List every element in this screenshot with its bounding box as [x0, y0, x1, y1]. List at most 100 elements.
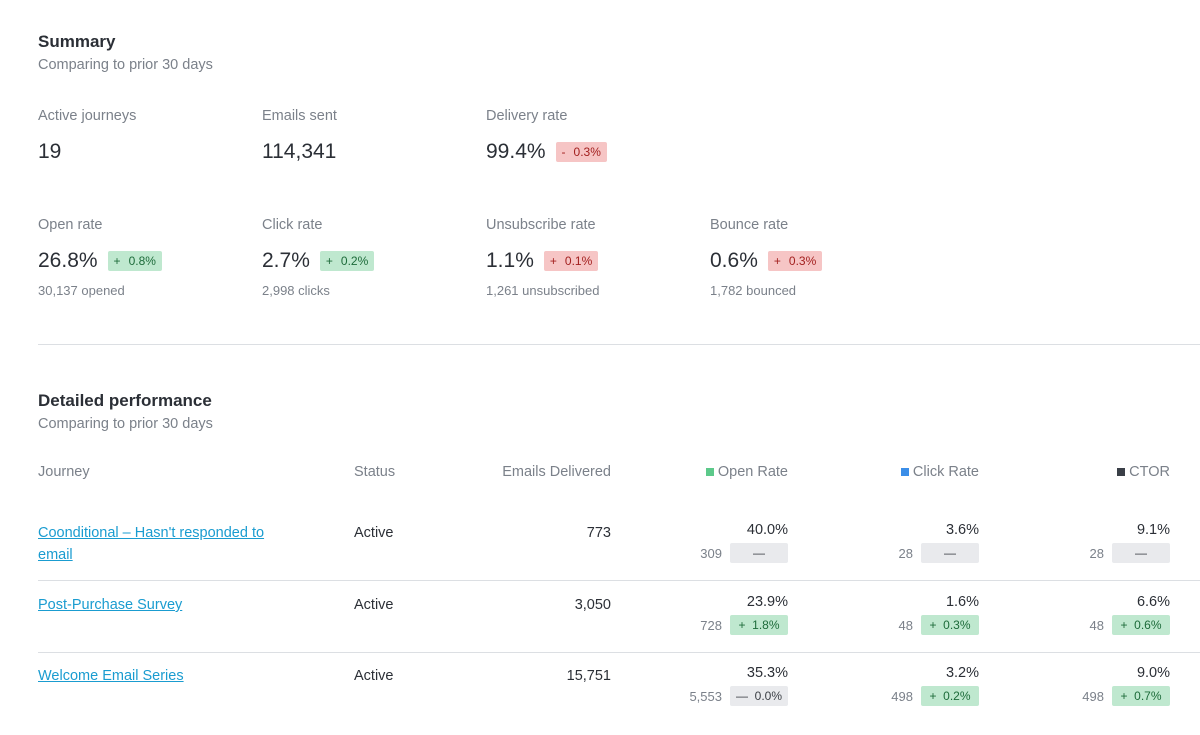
- ctor-label: CTOR: [1129, 464, 1170, 480]
- metric-label: Bounce rate: [710, 217, 789, 233]
- metric-card: Bounce rate 0.6% +0.3% 1,782 bounced: [710, 217, 823, 298]
- metric-value-row: 1.1% +0.1%: [486, 249, 599, 273]
- metric-card: Click rate 2.7% +0.2% 2,998 clicks: [262, 217, 375, 298]
- ctor-rate-cell: 6.6% 48 + 0.6%: [930, 594, 1170, 635]
- metric-value-row: 0.6% +0.3%: [710, 249, 823, 273]
- rate-count: 309: [700, 545, 722, 561]
- metric-value: 0.6%: [710, 249, 758, 272]
- change-sign: +: [549, 254, 557, 268]
- change-sign: -: [561, 145, 566, 159]
- click-rate-cell: 3.6% 28 —: [739, 522, 979, 563]
- rate-percent: 3.6%: [945, 522, 979, 538]
- metric-label: Delivery rate: [486, 108, 568, 124]
- rate-count: 48: [898, 617, 913, 633]
- metric-change-badge: +0.2%: [319, 251, 375, 271]
- metric-value: 99.4%: [486, 140, 546, 163]
- rate-percent: 6.6%: [1136, 594, 1170, 610]
- rate-percent: 3.2%: [945, 665, 979, 681]
- status-text: Active: [354, 668, 394, 684]
- emails-delivered: 773: [586, 525, 611, 541]
- rate-change-badge: — 0.0%: [730, 686, 788, 706]
- rate-change-badge: + 0.3%: [921, 615, 979, 635]
- section-divider: [38, 344, 1200, 345]
- metric-card: Delivery rate 99.4% -0.3%: [486, 108, 607, 164]
- rate-change-badge: + 1.8%: [730, 615, 788, 635]
- rate-change-badge: + 0.7%: [1112, 686, 1170, 706]
- click-rate-cell: 1.6% 48 + 0.3%: [739, 594, 979, 635]
- rate-count: 28: [898, 545, 913, 561]
- rate-count: 28: [1089, 545, 1104, 561]
- metric-value: 19: [38, 140, 62, 163]
- metric-card: Unsubscribe rate 1.1% +0.1% 1,261 unsubsc…: [486, 217, 599, 298]
- metric-label: Emails sent: [262, 108, 337, 124]
- rate-change-badge: —: [730, 543, 788, 563]
- rate-percent: 9.0%: [1136, 665, 1170, 681]
- metric-value: 1.1%: [486, 249, 534, 272]
- journey-link[interactable]: Post-Purchase Survey: [38, 597, 183, 613]
- summary-title: Summary: [38, 32, 116, 51]
- ctor-legend-swatch: [1117, 468, 1126, 476]
- open-rate-cell: 35.3% 5,553 — 0.0%: [548, 665, 788, 706]
- metric-detail: 1,782 bounced: [710, 283, 797, 298]
- summary-subtitle: Comparing to prior 30 days: [38, 57, 213, 73]
- rate-percent: 1.6%: [945, 594, 979, 610]
- ctor-rate-cell: 9.1% 28 —: [930, 522, 1170, 563]
- rate-count: 5,553: [689, 688, 722, 704]
- rate-change-badge: —: [921, 543, 979, 563]
- metric-change-badge: +0.3%: [767, 251, 823, 271]
- change-value: 0.3%: [573, 145, 601, 159]
- rate-change-badge: + 0.2%: [921, 686, 979, 706]
- status-text: Active: [354, 525, 394, 541]
- open-rate-label: Open Rate: [717, 464, 788, 480]
- emails-delivered: 3,050: [574, 597, 611, 613]
- metric-value: 26.8%: [38, 249, 98, 272]
- change-value: 0.2%: [340, 254, 369, 268]
- metric-value-row: 2.7% +0.2%: [262, 249, 375, 273]
- rate-percent: 35.3%: [746, 665, 788, 681]
- metric-detail: 2,998 clicks: [262, 283, 330, 298]
- column-header-ctor[interactable]: CTOR: [970, 464, 1170, 480]
- rate-count: 498: [891, 688, 913, 704]
- open-rate-cell: 23.9% 728 + 1.8%: [548, 594, 788, 635]
- column-header-journey[interactable]: Journey: [38, 464, 90, 480]
- change-value: 0.8%: [128, 254, 156, 268]
- status-text: Active: [354, 597, 394, 613]
- detailed-title: Detailed performance: [38, 391, 212, 410]
- rate-change-badge: + 0.6%: [1112, 615, 1170, 635]
- metric-label: Open rate: [38, 217, 103, 233]
- metric-change-badge: +0.8%: [107, 251, 162, 271]
- change-value: 0.3%: [788, 254, 817, 268]
- column-header-click-rate[interactable]: Click Rate: [779, 464, 979, 480]
- metric-value: 2.7%: [262, 249, 310, 272]
- column-header-status[interactable]: Status: [354, 464, 396, 480]
- row-divider: [38, 580, 1200, 581]
- change-value: 0.1%: [564, 254, 593, 268]
- rate-count: 728: [700, 617, 722, 633]
- metric-card: Active journeys 19: [38, 108, 136, 164]
- change-sign: +: [325, 254, 333, 268]
- rate-percent: 9.1%: [1136, 522, 1170, 538]
- change-sign: +: [773, 254, 781, 268]
- journey-link[interactable]: Coonditional – Hasn't responded to email: [38, 525, 265, 563]
- metric-detail: 1,261 unsubscribed: [486, 283, 600, 298]
- metric-change-badge: +0.1%: [543, 251, 599, 271]
- emails-delivered: 15,751: [566, 668, 611, 684]
- click-rate-label: Click Rate: [912, 464, 979, 480]
- metric-value-row: 19: [38, 140, 136, 164]
- journey-link[interactable]: Welcome Email Series: [38, 668, 184, 684]
- metric-value-row: 26.8% +0.8%: [38, 249, 162, 273]
- open-rate-cell: 40.0% 309 —: [548, 522, 788, 563]
- metric-value-row: 99.4% -0.3%: [486, 140, 607, 164]
- column-header-open-rate[interactable]: Open Rate: [588, 464, 788, 480]
- rate-count: 498: [1082, 688, 1104, 704]
- click-rate-legend-swatch: [900, 468, 909, 476]
- metric-label: Click rate: [262, 217, 323, 233]
- metric-value: 114,341: [262, 140, 337, 163]
- metric-change-badge: -0.3%: [555, 142, 607, 162]
- metric-detail: 30,137 opened: [38, 283, 125, 298]
- rate-count: 48: [1089, 617, 1104, 633]
- row-divider: [38, 652, 1200, 653]
- rate-percent: 23.9%: [746, 594, 788, 610]
- column-header-emails-delivered[interactable]: Emails Delivered: [502, 464, 611, 480]
- metric-value-row: 114,341: [262, 140, 337, 164]
